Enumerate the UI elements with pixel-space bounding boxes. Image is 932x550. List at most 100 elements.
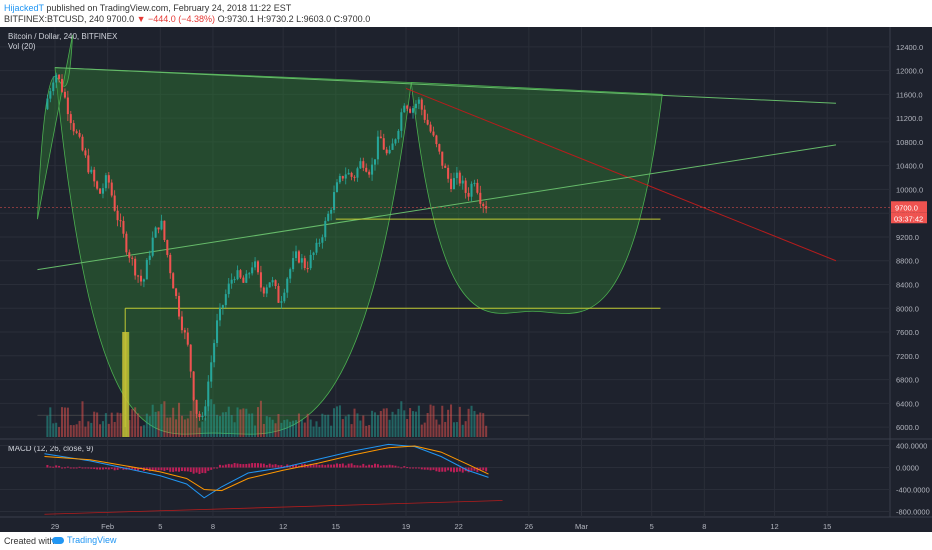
volume-bar — [119, 413, 122, 437]
volume-bar — [303, 422, 306, 437]
macd-histogram-bar — [373, 463, 376, 468]
macd-histogram-bar — [265, 465, 268, 468]
volume-bar — [186, 418, 189, 437]
macd-histogram-bar — [239, 463, 242, 468]
macd-histogram-bar — [420, 467, 423, 470]
tradingview-brand: TradingView — [67, 535, 117, 545]
volume-bar — [55, 422, 58, 437]
volume-bar — [444, 421, 447, 437]
volume-bar — [192, 396, 195, 437]
price-tick-label: 6000.0 — [896, 423, 919, 432]
candle-body — [204, 406, 207, 416]
macd-histogram-bar — [128, 467, 131, 470]
candle-body — [315, 242, 318, 253]
volume-bar — [84, 426, 87, 437]
candle-body — [177, 295, 181, 317]
macd-histogram-bar — [137, 467, 140, 471]
macd-histogram-bar — [134, 467, 137, 471]
macd-histogram-bar — [145, 467, 148, 470]
macd-histogram-bar — [426, 467, 429, 470]
macd-histogram-bar — [438, 467, 441, 472]
macd-histogram-bar — [292, 464, 295, 468]
volume-bar — [467, 408, 470, 437]
candle-body — [81, 136, 84, 151]
macd-tick-label: -800.0000 — [896, 508, 930, 517]
macd-histogram-bar — [397, 466, 400, 468]
candle-body — [227, 283, 230, 295]
volume-bar — [403, 410, 406, 437]
volume-bar — [335, 406, 338, 437]
candle-body — [300, 258, 303, 263]
time-tick-label: 8 — [211, 522, 215, 531]
macd-histogram-bar — [379, 465, 382, 468]
candle-body — [198, 413, 201, 418]
candle-body — [180, 316, 183, 331]
volume-bar — [131, 409, 134, 437]
candle-body — [148, 255, 151, 260]
volume-bar — [338, 405, 341, 437]
candle-body — [210, 362, 213, 382]
tradingview-logo[interactable]: TradingView — [52, 535, 117, 545]
volume-bar — [391, 411, 394, 437]
macd-histogram-bar — [470, 467, 473, 471]
volume-bar — [268, 417, 271, 437]
candle-body — [87, 155, 90, 173]
candle-body — [444, 165, 447, 168]
candle-body — [330, 209, 333, 214]
candle-body — [485, 206, 488, 209]
volume-bar — [432, 405, 435, 437]
macd-histogram-bar — [409, 467, 412, 469]
volume-bar — [183, 419, 186, 437]
candle-body — [452, 178, 455, 190]
macd-histogram-bar — [183, 467, 186, 472]
price-tick-label: 10000.0 — [896, 185, 923, 194]
candle-body — [239, 270, 242, 278]
time-tick-label: 29 — [51, 522, 59, 531]
volume-bar — [113, 421, 116, 437]
candle-body — [104, 175, 107, 189]
macd-histogram-bar — [327, 464, 330, 468]
candle-body — [423, 109, 426, 120]
macd-histogram-bar — [406, 467, 409, 469]
candle-body — [455, 172, 458, 179]
candle-body — [157, 227, 160, 230]
candle-body — [119, 220, 122, 222]
volume-bar — [397, 408, 400, 437]
volume-bar — [101, 421, 104, 437]
countdown-tag-bg — [891, 212, 927, 224]
candle-body — [175, 288, 178, 296]
candle-body — [84, 150, 87, 156]
ohlc-line: BITFINEX:BTCUSD, 240 9700.0 ▼ −444.0 (−4… — [4, 14, 370, 24]
candle-body — [251, 267, 254, 274]
candle-body — [233, 279, 236, 281]
candle-body — [397, 130, 400, 140]
candle-body — [242, 277, 245, 283]
volume-bar — [420, 424, 423, 437]
volume-bar — [461, 424, 464, 437]
author-link[interactable]: HijackedT — [4, 3, 44, 13]
candle-body — [66, 97, 69, 115]
candle-body — [107, 175, 110, 183]
macd-tick-label: 400.0000 — [896, 442, 927, 451]
candle-body — [230, 279, 233, 284]
candle-body — [376, 136, 379, 160]
candle-body — [470, 183, 473, 197]
macd-histogram-bar — [482, 467, 485, 471]
candle-body — [58, 74, 61, 79]
candle-body — [438, 144, 441, 152]
candle-body — [335, 182, 338, 193]
candle-body — [101, 188, 104, 194]
macd-histogram-bar — [63, 467, 66, 469]
candle-body — [435, 135, 438, 145]
candle-body — [128, 252, 131, 258]
publish-line: HijackedT published on TradingView.com, … — [4, 3, 291, 13]
volume-bar — [169, 417, 172, 437]
volume-bar — [230, 415, 233, 437]
volume-bar — [353, 408, 356, 437]
macd-histogram-bar — [110, 467, 113, 469]
macd-histogram-bar — [485, 467, 488, 472]
candle-body — [458, 172, 461, 184]
macd-histogram-bar — [417, 467, 420, 469]
volume-bar — [58, 426, 61, 437]
